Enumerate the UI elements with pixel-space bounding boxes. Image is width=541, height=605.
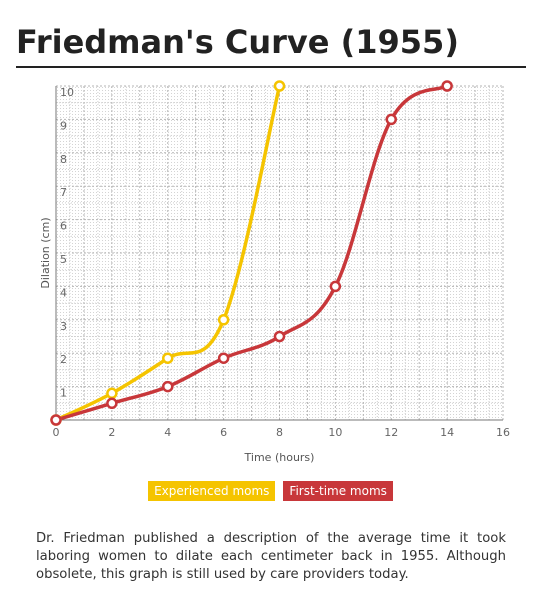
data-point-experienced-moms: [162, 352, 174, 364]
legend-item-experienced: Experienced moms: [148, 481, 276, 501]
x-tick-label: 0: [53, 426, 60, 439]
data-point-first-time-moms: [217, 352, 230, 364]
x-tick-label: 6: [220, 426, 227, 439]
series-points: [50, 80, 453, 426]
y-tick-label: 1: [60, 387, 67, 400]
x-tick-label: 16: [496, 426, 510, 439]
caption: Dr. Friedman published a description of …: [36, 531, 506, 582]
x-tick-label: 10: [328, 426, 342, 439]
y-tick-label: 2: [60, 353, 67, 366]
y-tick-label: 10: [60, 86, 74, 99]
y-tick-label: 5: [60, 253, 67, 266]
x-axis-label: Time (hours): [244, 451, 315, 464]
x-tick-label: 8: [276, 426, 283, 439]
data-point-first-time-moms: [329, 280, 342, 293]
data-point-experienced-moms: [273, 80, 286, 92]
data-point-first-time-moms: [441, 80, 453, 92]
legend: Experienced moms First-time moms: [0, 481, 541, 501]
data-point-first-time-moms: [273, 330, 286, 343]
title-divider: [16, 66, 526, 68]
y-tick-label: 3: [60, 320, 67, 333]
y-axis-label: Dilation (cm): [39, 217, 52, 288]
data-point-first-time-moms: [162, 380, 174, 393]
page-title: Friedman's Curve (1955): [16, 23, 459, 61]
x-tick-label: 4: [164, 426, 171, 439]
grid-lines: [56, 85, 504, 420]
legend-item-first-time: First-time moms: [283, 481, 393, 501]
x-tick-label: 12: [384, 426, 398, 439]
y-tick-label: 4: [60, 286, 67, 299]
data-point-experienced-moms: [106, 387, 118, 400]
data-point-experienced-moms: [217, 314, 230, 326]
y-tick-label: 7: [60, 186, 67, 199]
x-tick-label: 14: [440, 426, 454, 439]
x-tick-label: 2: [108, 426, 115, 439]
data-point-first-time-moms: [106, 397, 118, 410]
data-point-first-time-moms: [385, 113, 397, 126]
y-tick-label: 9: [60, 119, 67, 132]
axes: [55, 86, 503, 421]
data-point-first-time-moms: [50, 414, 62, 426]
y-tick-label: 6: [60, 220, 67, 233]
y-tick-label: 8: [60, 153, 67, 166]
plot-area: [56, 86, 503, 420]
